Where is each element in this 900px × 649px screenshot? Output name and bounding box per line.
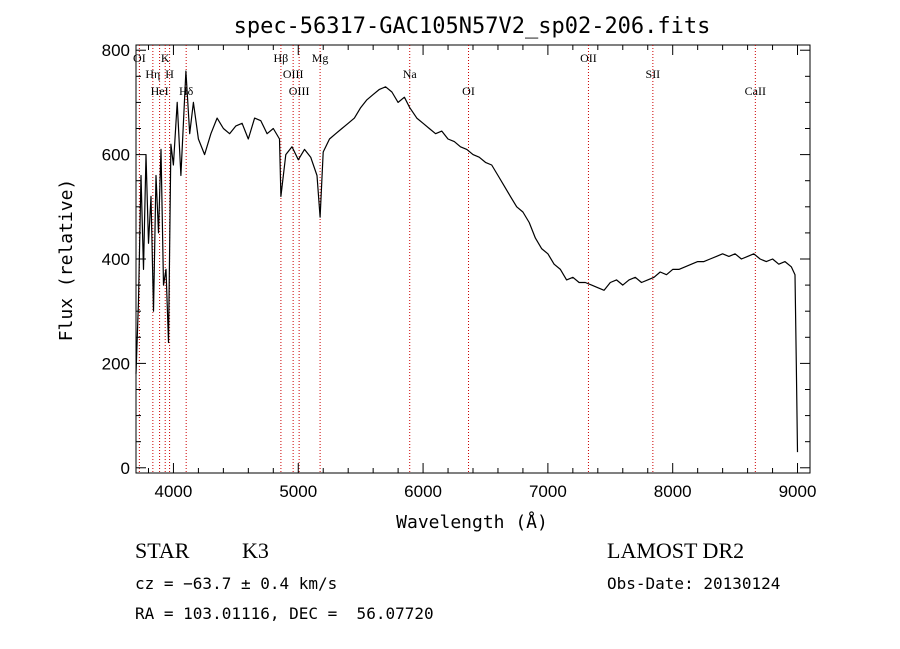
object-class: STAR [135,538,190,563]
line-marker-label: SII [646,67,661,81]
x-tick-label: 4000 [155,482,193,501]
y-tick-label: 0 [121,459,130,478]
redshift-readout: cz = −63.7 ± 0.4 km/s [135,574,338,593]
line-marker-label: OIII [283,67,304,81]
y-tick-label: 800 [102,41,130,60]
y-tick-label: 600 [102,146,130,165]
line-marker-label: OIII [289,84,310,98]
line-marker-label: Na [403,67,418,81]
spectrum-line [135,70,799,453]
chart-title: spec-56317-GAC105N57V2_sp02-206.fits [234,14,711,39]
line-marker-label: Mg [312,51,329,65]
y-tick-label: 400 [102,250,130,269]
y-axis-label: Flux (relative) [56,179,77,342]
x-axis-label: Wavelength (Å) [396,511,548,533]
line-marker-label: Hδ [179,84,194,98]
coordinates-readout: RA = 103.01116, DEC = 56.07720 [135,604,434,623]
line-marker-layer: OI Hη HeI KH Hδ Hβ OIII OIII Mg Na OI OII SII CaII [133,45,766,473]
x-tick-label: 6000 [404,482,442,501]
x-tick-label: 5000 [279,482,317,501]
line-marker-label: OII [580,51,597,65]
spectrum-series-layer [135,70,799,453]
line-marker-label: K [161,51,170,65]
line-marker-label: H [165,67,174,81]
x-tick-label: 9000 [779,482,817,501]
x-tick-label: 8000 [654,482,692,501]
observation-date: Obs-Date: 20130124 [607,574,781,593]
line-marker-label: OI [462,84,475,98]
x-tick-label: 7000 [529,482,567,501]
line-marker-label: Hβ [274,51,289,65]
spectral-subclass: K3 [242,538,269,563]
line-marker-label: HeI [151,84,169,98]
line-marker-label: OI [133,51,146,65]
y-tick-label: 200 [102,354,130,373]
survey-name: LAMOST DR2 [607,538,745,563]
line-marker-label: Hη [145,67,160,81]
line-marker-label: CaII [745,84,766,98]
axis-tick-layer: 4000 5000 6000 7000 8000 9000 0 200 400 600 800 [102,41,817,501]
